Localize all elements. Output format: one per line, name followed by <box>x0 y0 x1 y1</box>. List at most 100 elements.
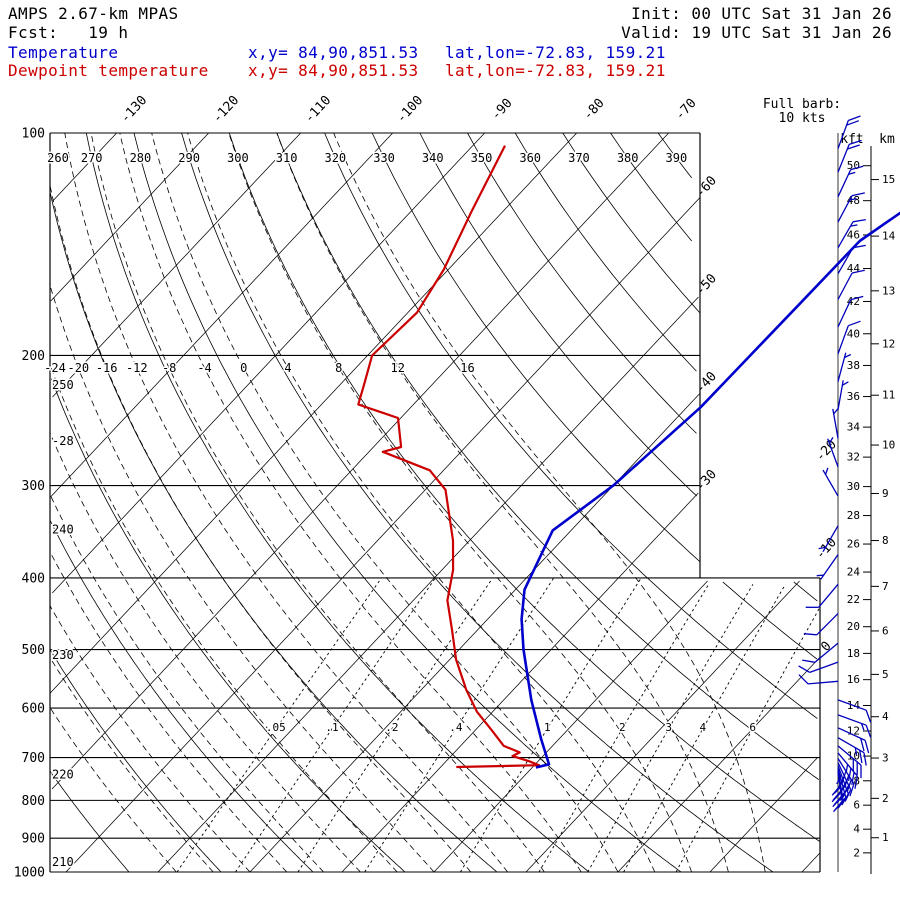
svg-text:6: 6 <box>882 624 889 637</box>
svg-text:50: 50 <box>847 159 860 172</box>
svg-text:30: 30 <box>847 480 860 493</box>
kft-scale-title: kft <box>840 132 863 147</box>
model-title: AMPS 2.67-km MPAS <box>8 4 179 23</box>
svg-text:12: 12 <box>882 337 895 350</box>
svg-text:11: 11 <box>882 389 895 402</box>
svg-text:14: 14 <box>882 230 896 243</box>
svg-text:330: 330 <box>373 151 395 165</box>
svg-text:15: 15 <box>882 173 895 186</box>
svg-text:10: 10 <box>882 439 895 452</box>
svg-text:18: 18 <box>847 647 860 660</box>
dewpoint-legend-label: Dewpoint temperature <box>8 61 209 80</box>
barb-legend-value: 10 kts <box>778 111 826 126</box>
svg-text:400: 400 <box>22 571 45 586</box>
svg-text:1: 1 <box>544 721 551 734</box>
dewpoint-curve <box>357 145 541 769</box>
svg-text:-4: -4 <box>197 361 211 375</box>
svg-text:270: 270 <box>81 151 103 165</box>
svg-text:.1: .1 <box>325 721 338 734</box>
svg-text:28: 28 <box>847 509 860 522</box>
svg-text:900: 900 <box>22 832 45 847</box>
svg-text:0: 0 <box>240 361 247 375</box>
temperature-legend-label: Temperature <box>8 43 119 62</box>
svg-text:38: 38 <box>847 359 860 372</box>
svg-text:-24: -24 <box>44 361 66 375</box>
svg-text:16: 16 <box>847 673 860 686</box>
svg-text:700: 700 <box>22 751 45 766</box>
svg-text:46: 46 <box>847 228 860 241</box>
svg-text:-100: -100 <box>394 93 426 126</box>
svg-text:340: 340 <box>422 151 444 165</box>
svg-text:3: 3 <box>665 721 672 734</box>
temperature-latlon: lat,lon=-72.83, 159.21 <box>445 43 666 62</box>
svg-text:-50: -50 <box>693 271 720 298</box>
svg-text:22: 22 <box>847 593 860 606</box>
svg-text:34: 34 <box>847 421 861 434</box>
svg-text:6: 6 <box>749 721 756 734</box>
svg-text:24: 24 <box>847 566 861 579</box>
svg-text:280: 280 <box>130 151 152 165</box>
svg-text:310: 310 <box>276 151 298 165</box>
svg-text:9: 9 <box>882 487 889 500</box>
svg-text:6: 6 <box>853 799 860 812</box>
svg-text:-20: -20 <box>67 361 89 375</box>
svg-text:-110: -110 <box>302 93 334 126</box>
svg-text:-90: -90 <box>489 96 516 123</box>
svg-text:-70: -70 <box>673 96 700 123</box>
svg-text:300: 300 <box>22 479 45 494</box>
svg-text:12: 12 <box>391 361 405 375</box>
svg-text:5: 5 <box>882 668 889 681</box>
svg-text:4: 4 <box>853 823 860 836</box>
svg-text:8: 8 <box>882 534 889 547</box>
svg-text:320: 320 <box>324 151 346 165</box>
dewpoint-latlon: lat,lon=-72.83, 159.21 <box>445 61 666 80</box>
svg-text:20: 20 <box>847 620 860 633</box>
svg-text:210: 210 <box>52 855 74 869</box>
svg-text:32: 32 <box>847 451 860 464</box>
svg-text:-120: -120 <box>210 93 242 126</box>
svg-text:4: 4 <box>882 710 889 723</box>
svg-text:7: 7 <box>882 580 889 593</box>
svg-text:.05: .05 <box>266 721 286 734</box>
svg-text:.2: .2 <box>385 721 398 734</box>
svg-text:-8: -8 <box>162 361 176 375</box>
svg-text:2: 2 <box>882 792 889 805</box>
svg-text:16: 16 <box>460 361 474 375</box>
svg-text:360: 360 <box>519 151 541 165</box>
svg-text:800: 800 <box>22 794 45 809</box>
km-scale-title: km <box>879 132 895 147</box>
valid-time: Valid: 19 UTC Sat 31 Jan 26 <box>621 23 892 42</box>
svg-text:1000: 1000 <box>14 866 45 881</box>
svg-text:12: 12 <box>847 724 860 737</box>
svg-text:42: 42 <box>847 295 860 308</box>
svg-text:260: 260 <box>47 151 69 165</box>
svg-text:100: 100 <box>22 127 45 142</box>
svg-text:-80: -80 <box>581 96 608 123</box>
svg-text:200: 200 <box>22 349 45 364</box>
svg-text:-28: -28 <box>52 434 74 448</box>
svg-text:.4: .4 <box>449 721 463 734</box>
svg-text:13: 13 <box>882 284 895 297</box>
svg-text:-16: -16 <box>96 361 118 375</box>
svg-text:230: 230 <box>52 648 74 662</box>
wind-barbs <box>798 115 872 813</box>
forecast-hour: Fcst: 19 h <box>8 23 129 42</box>
svg-text:2: 2 <box>853 846 860 859</box>
svg-text:220: 220 <box>52 767 74 781</box>
svg-text:40: 40 <box>847 327 860 340</box>
svg-text:4: 4 <box>284 361 291 375</box>
svg-text:8: 8 <box>335 361 342 375</box>
svg-text:-130: -130 <box>118 93 150 126</box>
svg-text:2: 2 <box>619 721 626 734</box>
svg-text:300: 300 <box>227 151 249 165</box>
svg-text:250: 250 <box>52 378 74 392</box>
barb-legend-title: Full barb: <box>762 97 842 112</box>
svg-text:1: 1 <box>882 831 889 844</box>
svg-text:26: 26 <box>847 538 860 551</box>
svg-text:370: 370 <box>568 151 590 165</box>
svg-text:350: 350 <box>471 151 493 165</box>
svg-text:3: 3 <box>882 752 889 765</box>
svg-text:-30: -30 <box>693 467 720 494</box>
